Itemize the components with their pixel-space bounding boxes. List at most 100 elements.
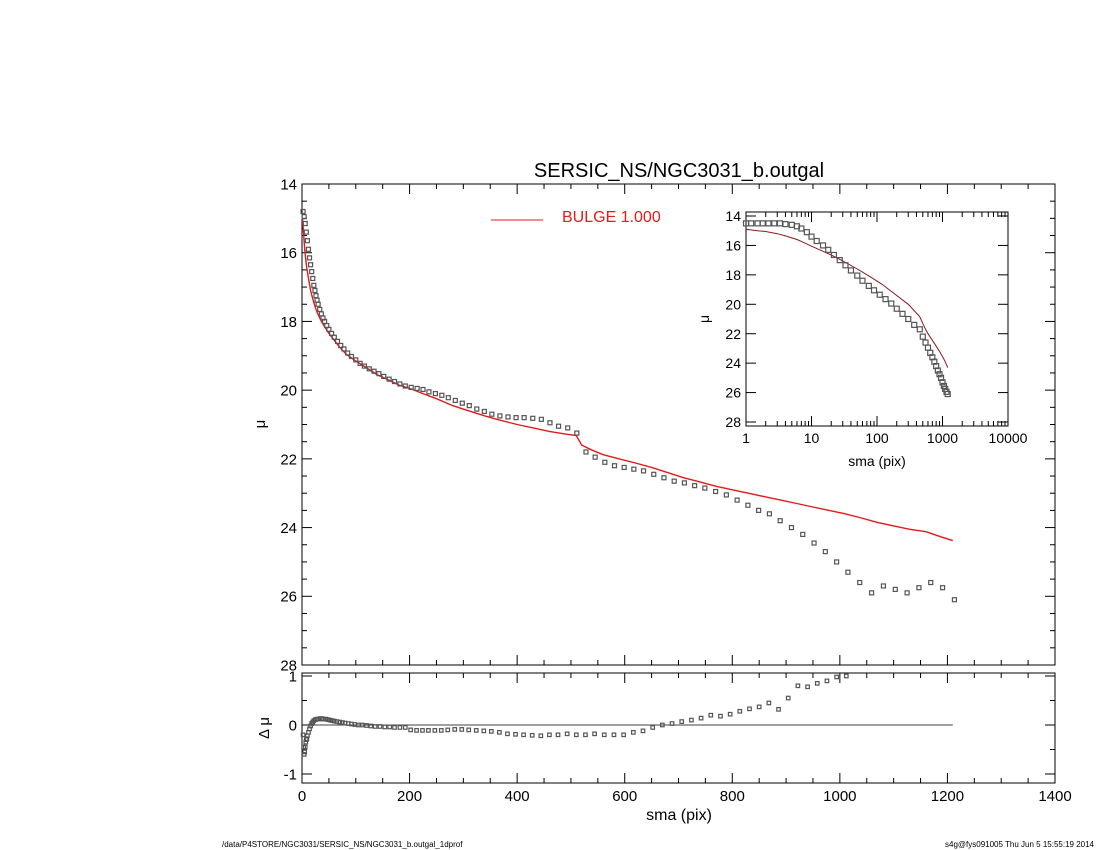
main-y-axis-label: μ [252,420,269,429]
residual-y-tick-label: -1 [284,766,297,783]
inset-data-point [870,287,878,294]
main-data-point [723,492,729,498]
inset-data-point [759,220,766,227]
residual-data-point [505,731,510,737]
residual-x-tick-label: 1400 [1038,788,1071,805]
timestamp-footer: s4g@fys091005 Thu Jun 5 15:55:19 2014 [945,840,1094,849]
inset-x-tick-label: 100 [865,430,889,446]
residual-data-point [372,724,378,729]
main-data-point [361,363,367,369]
main-data-point [305,246,312,252]
main-data-point [309,269,315,275]
inset-data-point [865,282,872,289]
residual-x-tick-label: 800 [720,788,745,805]
residual-data-point [776,706,781,712]
inset-plot-frame [745,211,1009,427]
main-data-point [788,524,795,531]
inset-y-tick-label: 22 [725,326,741,342]
main-data-point [304,238,310,244]
main-data-point [822,549,828,555]
inset-data-point [830,251,838,259]
main-data-point [547,420,553,426]
main-data-point [426,389,432,395]
inset-data-point [842,262,849,269]
main-data-point [317,306,323,313]
residual-data-point [785,695,791,701]
residual-data-point [660,722,665,728]
inset-data-point [893,305,900,312]
residual-data-point [621,732,626,738]
residual-data-point [843,673,849,679]
inset-data-point [936,371,943,378]
main-data-point [408,384,414,390]
residual-y-tick-label: 1 [289,668,297,685]
inset-model-curve [745,228,949,368]
residual-data-point [368,723,374,729]
main-data-point [481,408,487,415]
main-data-point [326,326,332,332]
main-data-point [334,338,341,344]
main-data-point [692,483,698,489]
residual-data-point [420,728,425,733]
residual-data-point [473,728,479,733]
residual-data-point [438,728,444,733]
inset-data-point [825,246,832,253]
main-data-point [466,403,472,409]
legend-label: BULGE 1.000 [562,209,661,226]
main-data-point [303,229,309,235]
main-data-point [386,376,392,382]
main-data-point [315,301,321,307]
residual-data-point [377,724,383,729]
main-data-point [381,373,387,379]
inset-y-tick-label: 24 [725,355,741,371]
inset-x-tick-label: 10 [804,430,820,446]
residual-x-tick-label: 0 [298,788,306,805]
main-data-point [314,297,320,303]
main-data-point [602,459,608,465]
residual-plot-frame [301,672,1056,784]
main-data-point [402,383,408,389]
residual-x-tick-label: 200 [397,788,422,805]
inset-data-point [854,272,861,279]
main-y-tick-label: 20 [280,383,297,400]
residual-y-axis-label: Δ μ [256,717,273,739]
main-data-point [348,353,355,360]
inset-data-point [859,277,866,284]
residual-data-point [679,719,685,724]
legend: BULGE 1.000 [491,209,661,226]
main-data-point [313,293,319,299]
residual-x-tick-label: 1200 [931,788,964,805]
residual-data-point [555,732,561,738]
residual-data-point [300,732,306,738]
residual-data-point [513,731,518,737]
main-data-point [318,311,324,317]
main-data-point [702,485,708,491]
inset-data-point [748,220,755,227]
inset-data-point [876,291,883,298]
residual-data-point [364,723,369,728]
residual-data-point [708,712,714,718]
main-data-point [366,366,372,372]
inset-x-tick-label: 1000 [927,430,958,446]
main-data-point [371,368,377,374]
inset-model-line [745,228,949,368]
residual-data-point [805,684,810,690]
main-data-point [834,559,840,565]
main-data-point [916,585,922,591]
main-y-tick-label: 14 [280,176,297,193]
residual-data-point [538,733,544,739]
residual-data-point [337,719,342,725]
inset-data-point [803,229,810,236]
main-data-point [574,430,580,436]
main-data-point [439,392,445,398]
main-data-point [328,330,335,337]
main-data-point [474,406,480,412]
residual-data-point [481,728,487,734]
main-data-point [513,415,519,421]
main-data-point [621,464,627,471]
main-data-point [420,386,426,393]
main-y-tick-label: 28 [280,657,297,674]
residual-data-point [521,732,526,738]
main-data-point [376,371,382,377]
